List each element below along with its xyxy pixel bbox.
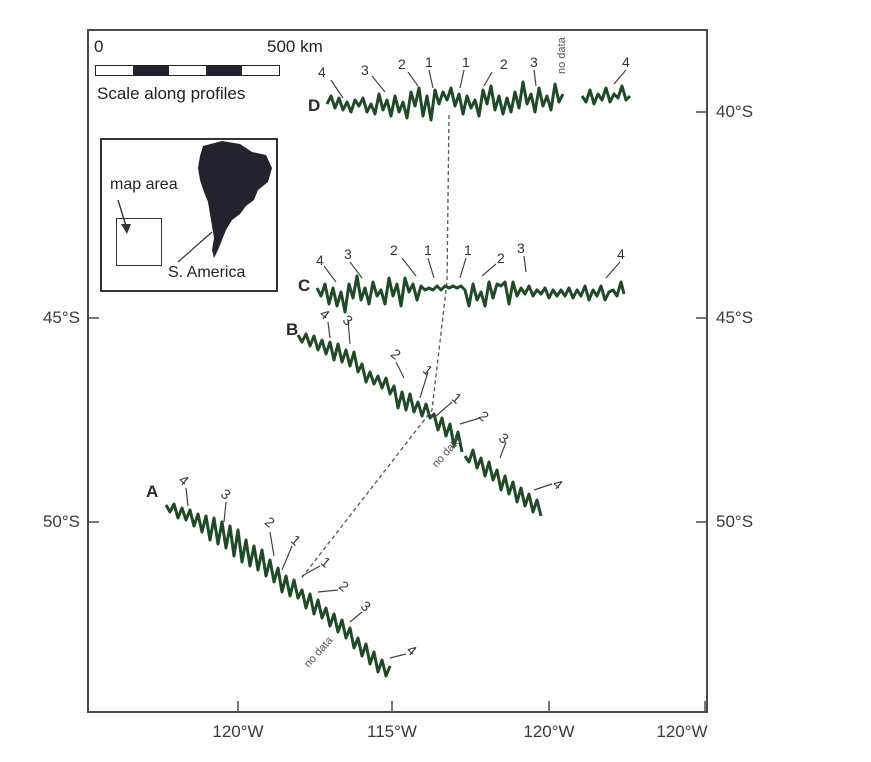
- spreading-axis-line: [299, 114, 450, 581]
- lon-label-2: 115°W: [367, 722, 417, 741]
- profile-a-line: [164, 502, 392, 678]
- anomaly-label-c: 4: [316, 252, 324, 268]
- lat-label-50s-right: 50°S: [716, 512, 754, 531]
- south-america-silhouette: [198, 141, 272, 258]
- scale-legend: 0 500 km Scale along profiles: [87, 29, 323, 114]
- profile-letter-c: C: [298, 276, 311, 295]
- scale-segment: [169, 66, 206, 75]
- map-area-arrow-line: [117, 199, 127, 227]
- scale-segment: [132, 66, 170, 75]
- profile-b-line: [296, 332, 464, 453]
- scale-segment: [242, 66, 279, 75]
- profile-letter-a: A: [146, 482, 159, 501]
- inset-locator-map: map area S. America: [100, 138, 278, 292]
- scale-segment: [205, 66, 243, 75]
- lat-label-45s-left: 45°S: [42, 308, 80, 327]
- anomaly-label-d: 3: [361, 62, 369, 78]
- anomaly-label-d: 2: [398, 56, 406, 72]
- profile-b-line-south: [463, 448, 543, 517]
- map-frame: [87, 29, 708, 713]
- anomaly-label-c: 3: [344, 246, 352, 262]
- lon-label-1: 120°W: [212, 722, 264, 741]
- scale-caption: Scale along profiles: [97, 84, 246, 103]
- profile-d-line-east: [580, 84, 632, 106]
- anomaly-label-d: 2: [500, 56, 508, 72]
- anomaly-leader-lines: [185, 69, 627, 659]
- anomaly-label-c: 1: [464, 242, 472, 258]
- anomaly-label-c: 2: [390, 242, 398, 258]
- profile-letter-d: D: [308, 96, 321, 115]
- scale-segment: [96, 66, 133, 75]
- scale-bar: [95, 65, 280, 76]
- continent-leader-line: [177, 231, 213, 263]
- lon-ticks: [237, 701, 706, 713]
- anomaly-label-d: 3: [530, 54, 538, 70]
- anomaly-label-c: 3: [517, 240, 525, 256]
- anomaly-label-d: 4: [318, 64, 326, 80]
- lat-label-50s-left: 50°S: [42, 512, 80, 531]
- anomaly-label-c: 2: [497, 250, 505, 266]
- profile-letter-b: B: [286, 320, 299, 339]
- lat-ticks: [87, 111, 708, 523]
- profile-d-line: [325, 80, 565, 122]
- lon-label-3: 120°W: [523, 722, 575, 741]
- lat-label-40s-right: 40°S: [716, 102, 754, 121]
- anomaly-label-d: 1: [462, 54, 470, 70]
- map-area-box: [116, 218, 162, 266]
- profile-c-line: [315, 274, 626, 314]
- no-data-label-d: no data: [556, 37, 568, 74]
- lat-label-45s-right: 45°S: [716, 308, 754, 327]
- anomaly-label-d: 4: [622, 54, 630, 70]
- anomaly-label-d: 1: [425, 54, 433, 70]
- scale-zero-label: 0: [94, 37, 104, 56]
- map-area-label: map area: [110, 176, 178, 193]
- anomaly-label-c: 4: [617, 246, 625, 262]
- scale-max-label: 500 km: [267, 37, 323, 56]
- anomaly-label-c: 1: [424, 242, 432, 258]
- lon-label-4: 120°W: [656, 722, 708, 741]
- map-area-arrowhead: [121, 224, 131, 234]
- south-america-label: S. America: [168, 264, 246, 281]
